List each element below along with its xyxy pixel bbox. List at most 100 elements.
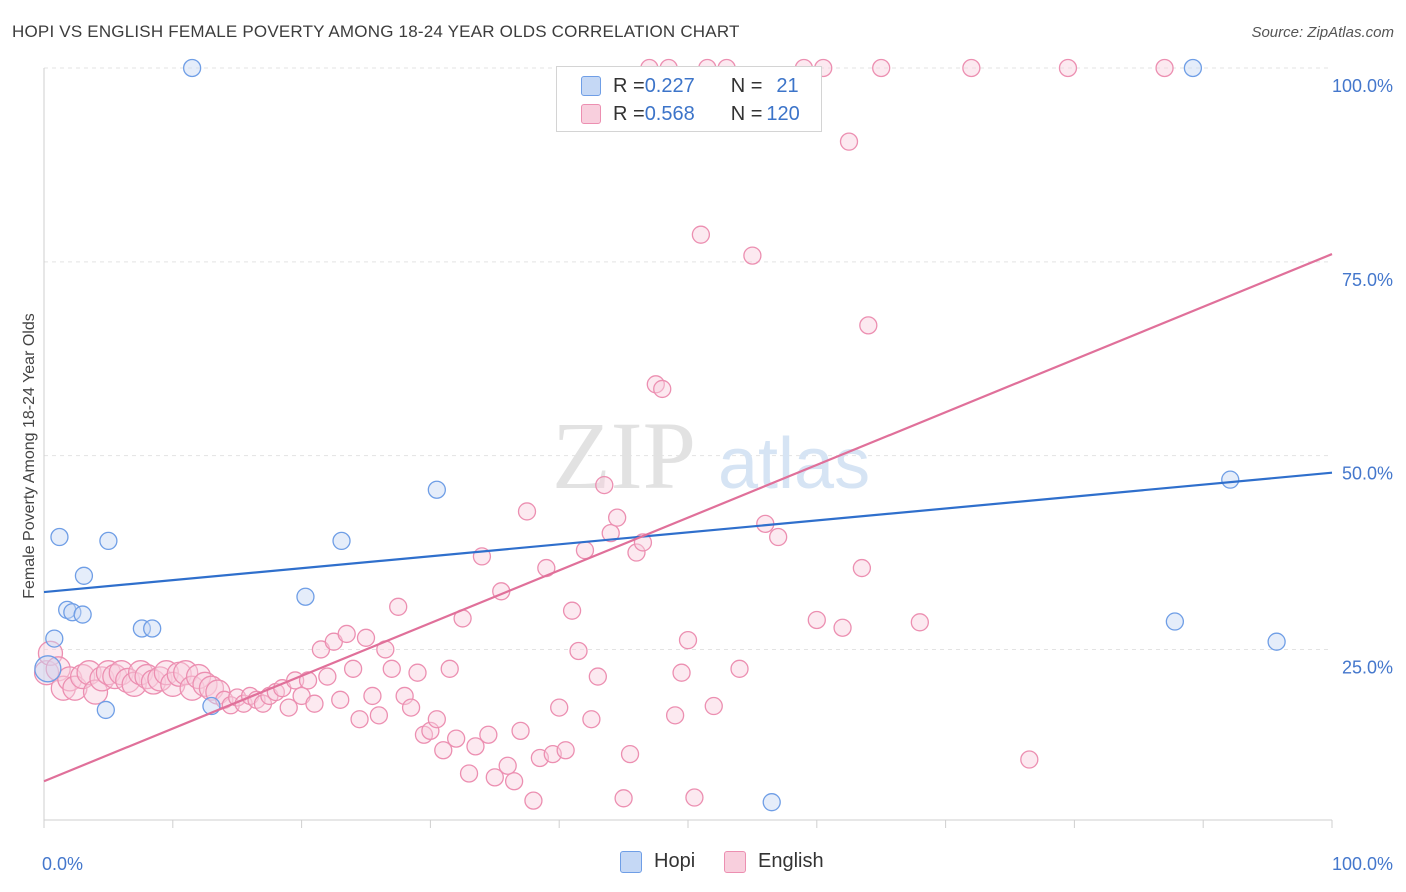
x-ticks bbox=[43, 820, 1333, 828]
english-point bbox=[582, 710, 601, 729]
english-point bbox=[839, 132, 859, 151]
hopi-point bbox=[73, 605, 92, 624]
hopi-n-value: 21 bbox=[776, 74, 799, 97]
english-point bbox=[504, 772, 524, 791]
hopi-point bbox=[143, 619, 162, 638]
legend-row-hopi: R = 0.227 N = 21 bbox=[581, 73, 799, 99]
bottom-english-swatch bbox=[724, 850, 746, 873]
english-point bbox=[601, 524, 620, 543]
hopi-point bbox=[132, 619, 152, 638]
hopi-point bbox=[1183, 58, 1203, 78]
hopi-point bbox=[762, 793, 781, 812]
english-point bbox=[575, 541, 595, 560]
watermark-atlas: atlas bbox=[718, 424, 870, 504]
english-point bbox=[807, 610, 826, 630]
english-point bbox=[485, 768, 504, 787]
english-point bbox=[395, 686, 414, 706]
english-point bbox=[369, 706, 389, 725]
english-point bbox=[427, 710, 446, 729]
english-swatch bbox=[581, 104, 601, 124]
english-point bbox=[434, 741, 453, 760]
hopi-point bbox=[1221, 470, 1240, 489]
english-point bbox=[962, 58, 981, 78]
bottom-legend-english: English bbox=[724, 850, 824, 873]
y-tick-label-100: 100.0% bbox=[1332, 76, 1393, 96]
english-point bbox=[665, 706, 685, 725]
english-point bbox=[337, 624, 356, 644]
bottom-hopi-label: Hopi bbox=[654, 850, 696, 872]
hopi-point bbox=[96, 700, 115, 720]
english-point bbox=[852, 558, 872, 578]
hopi-point bbox=[99, 531, 118, 551]
legend-row-english: R = 0.568 N = 120 bbox=[581, 101, 800, 127]
hopi-point bbox=[50, 527, 69, 547]
source-label: Source: ZipAtlas.com bbox=[1251, 24, 1394, 41]
english-point bbox=[627, 543, 646, 562]
english-point bbox=[1155, 58, 1174, 78]
english-point bbox=[343, 659, 363, 678]
english-point bbox=[562, 601, 582, 620]
bottom-legend-hopi: Hopi bbox=[620, 850, 695, 873]
english-point bbox=[363, 686, 382, 706]
english-point bbox=[691, 225, 711, 244]
english-point bbox=[318, 667, 337, 686]
english-point bbox=[730, 659, 749, 678]
english-point bbox=[678, 630, 698, 650]
hopi-point bbox=[332, 531, 351, 551]
english-point bbox=[595, 475, 614, 495]
english-point bbox=[305, 694, 324, 713]
y-axis-label: Female Poverty Among 18-24 Year Olds bbox=[21, 313, 38, 599]
english-point bbox=[331, 690, 350, 709]
english-point bbox=[588, 667, 607, 686]
hopi-r-value: 0.227 bbox=[644, 74, 695, 97]
english-point bbox=[76, 660, 102, 686]
english-point bbox=[153, 660, 180, 686]
english-point bbox=[859, 316, 878, 335]
english-point bbox=[447, 729, 466, 748]
english-r-value: 0.568 bbox=[644, 102, 695, 125]
hopi-n-label: N = bbox=[730, 74, 763, 97]
english-point bbox=[685, 788, 704, 807]
english-point bbox=[704, 696, 723, 716]
watermark: ZIP atlas bbox=[552, 402, 870, 509]
english-point bbox=[550, 698, 569, 717]
chart-title: HOPI VS ENGLISH FEMALE POVERTY AMONG 18-… bbox=[12, 22, 740, 41]
y-tick-label-25: 25.0% bbox=[1342, 657, 1393, 677]
english-point bbox=[672, 663, 691, 682]
english-point bbox=[479, 725, 498, 744]
hopi-point bbox=[45, 629, 64, 648]
english-point bbox=[569, 641, 588, 661]
english-point bbox=[298, 671, 318, 690]
english-n-value: 120 bbox=[766, 102, 800, 125]
english-point bbox=[82, 679, 109, 705]
english-point bbox=[389, 597, 408, 616]
english-point bbox=[401, 698, 421, 717]
english-point bbox=[614, 789, 633, 808]
english-point bbox=[1020, 750, 1039, 769]
english-n-label: N = bbox=[730, 102, 763, 125]
english-point bbox=[440, 659, 459, 678]
english-point bbox=[769, 527, 788, 547]
hopi-point bbox=[34, 655, 62, 683]
english-point bbox=[833, 618, 852, 637]
english-trend-line bbox=[43, 253, 1333, 783]
y-tick-labels: 100.0% 75.0% 50.0% 25.0% bbox=[1332, 76, 1393, 677]
english-point bbox=[356, 628, 376, 647]
stats-legend: R = 0.227 N = 21 R = 0.568 N = 120 bbox=[556, 66, 822, 132]
hopi-swatch bbox=[581, 76, 601, 96]
english-point bbox=[121, 671, 147, 697]
english-point bbox=[459, 764, 479, 783]
english-point bbox=[608, 508, 627, 527]
english-point bbox=[872, 58, 891, 78]
hopi-trend-line bbox=[43, 471, 1333, 594]
english-point bbox=[382, 659, 401, 678]
english-point bbox=[556, 741, 575, 760]
hopi-point bbox=[74, 566, 94, 585]
english-point bbox=[524, 791, 543, 810]
grid-lines bbox=[44, 67, 1332, 650]
hopi-point bbox=[427, 480, 446, 499]
english-point bbox=[743, 246, 762, 265]
hopi-r-label: R = bbox=[613, 74, 645, 97]
english-point bbox=[620, 744, 640, 764]
